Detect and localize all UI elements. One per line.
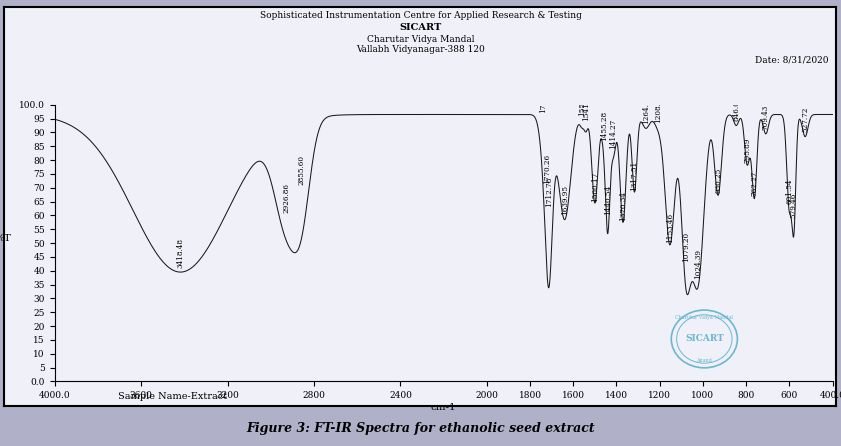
Text: 1440.54: 1440.54: [604, 185, 611, 215]
Text: 2855.60: 2855.60: [298, 155, 306, 185]
Text: 1559.54: 1559.54: [578, 86, 586, 116]
Text: 795.89: 795.89: [743, 137, 751, 163]
Text: 2926.86: 2926.86: [283, 183, 290, 213]
Text: 1264.11: 1264.11: [642, 94, 650, 124]
X-axis label: cm-1: cm-1: [431, 403, 457, 412]
Text: SICART: SICART: [685, 334, 724, 343]
Text: 1639.95: 1639.95: [561, 186, 569, 215]
Text: 1024.39: 1024.39: [694, 249, 701, 279]
Text: 527.72: 527.72: [801, 107, 809, 132]
Text: Date: 8/31/2020: Date: 8/31/2020: [755, 56, 828, 65]
Text: 1541.61: 1541.61: [582, 91, 590, 121]
Text: 1770.26: 1770.26: [543, 153, 552, 184]
Text: 709.43: 709.43: [762, 104, 770, 130]
Text: SICART: SICART: [399, 23, 442, 32]
Text: 1370.34: 1370.34: [619, 191, 627, 221]
Text: Sample Name-Extract: Sample Name-Extract: [118, 392, 227, 401]
Text: Vallabh Vidyanagar-388 120: Vallabh Vidyanagar-388 120: [356, 45, 485, 54]
Text: 1414.27: 1414.27: [610, 119, 617, 149]
Text: 1317.51: 1317.51: [630, 160, 638, 190]
Text: 1153.46: 1153.46: [666, 213, 674, 243]
Text: 846.03: 846.03: [733, 96, 740, 121]
Text: Sophisticated Instrumentation Centre for Applied Research & Testing: Sophisticated Instrumentation Centre for…: [260, 11, 581, 20]
Y-axis label: %T: %T: [0, 234, 11, 243]
Text: 1500.17: 1500.17: [591, 171, 599, 202]
Text: Anand: Anand: [696, 358, 712, 363]
Text: 3418.48: 3418.48: [177, 238, 184, 268]
Text: Charutar Vidya Mandal: Charutar Vidya Mandal: [675, 315, 733, 320]
Text: 1738.34: 1738.34: [539, 83, 547, 113]
Text: 579.46: 579.46: [790, 193, 798, 218]
Text: 930.25: 930.25: [714, 168, 722, 193]
Text: 1208.89: 1208.89: [653, 93, 662, 123]
Text: 1455.28: 1455.28: [600, 111, 609, 141]
Text: 601.54: 601.54: [785, 179, 793, 204]
Text: Figure 3: FT-IR Spectra for ethanolic seed extract: Figure 3: FT-IR Spectra for ethanolic se…: [246, 421, 595, 435]
Text: Charutar Vidya Mandal: Charutar Vidya Mandal: [367, 35, 474, 44]
Text: 762.27: 762.27: [750, 171, 759, 196]
Text: 1079.20: 1079.20: [682, 232, 690, 262]
Text: 1712.78: 1712.78: [545, 177, 553, 207]
